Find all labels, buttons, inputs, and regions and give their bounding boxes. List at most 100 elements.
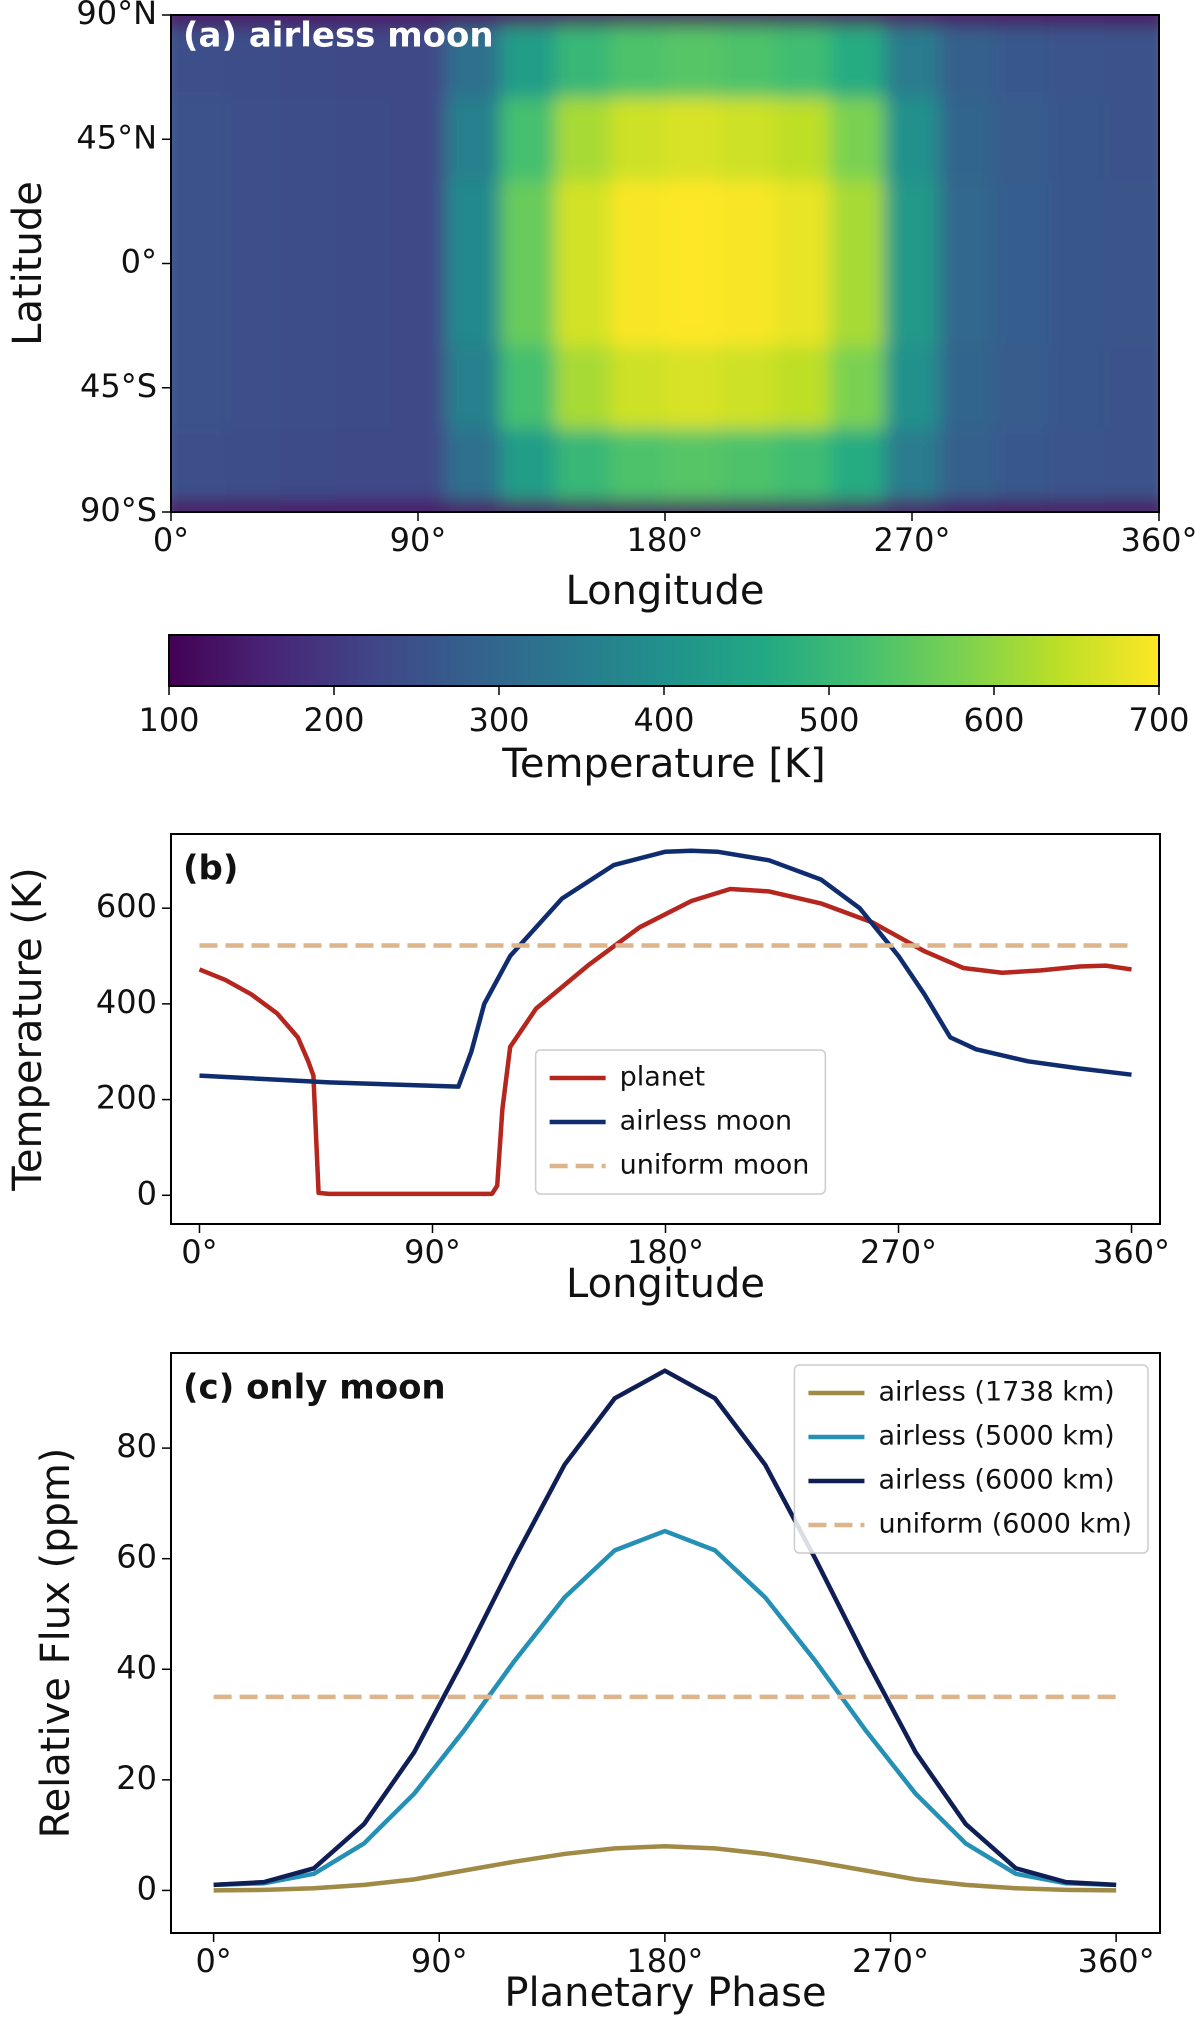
x-tick-label: 360° <box>1120 521 1197 559</box>
heatmap-cell <box>719 500 776 512</box>
heatmap-cell <box>939 180 995 264</box>
x-tick-label: 90° <box>404 1233 461 1271</box>
heatmap-cell <box>939 26 995 99</box>
x-axis-label: Longitude <box>566 1261 765 1307</box>
heatmap-cell <box>884 180 940 264</box>
x-tick-label: 360° <box>1078 1942 1155 1980</box>
heatmap-cell <box>500 26 556 99</box>
x-tick-label: 270° <box>852 1942 929 1980</box>
heatmap-cell <box>829 15 886 27</box>
heatmap-cell <box>610 26 666 99</box>
y-tick-label: 90°S <box>80 491 157 529</box>
x-tick-label: 0° <box>181 1233 217 1271</box>
x-axis-label: Planetary Phase <box>504 1970 826 2016</box>
y-tick-label: 40 <box>116 1648 157 1686</box>
heatmap-cell <box>884 97 940 182</box>
heatmap-cell <box>171 180 227 264</box>
heatmap-cell <box>280 26 337 99</box>
heatmap-cell <box>719 97 776 182</box>
legend-label: airless (1738 km) <box>878 1377 1114 1408</box>
heatmap-cell <box>555 263 611 347</box>
x-tick-label: 270° <box>873 521 950 559</box>
line-series <box>213 1368 1117 1888</box>
heatmap-cell <box>1104 263 1159 347</box>
heatmap-cell <box>390 180 446 264</box>
heatmap-cell <box>280 15 337 27</box>
heatmap-cell <box>719 263 776 347</box>
heatmap-cell <box>774 500 831 512</box>
heatmap-cell <box>500 15 556 27</box>
heatmap-cell <box>225 346 282 430</box>
heatmap-cell <box>335 15 392 27</box>
heatmap-cell <box>1049 26 1105 99</box>
heatmap-cell <box>445 180 501 264</box>
line-series <box>213 1528 1117 1888</box>
heatmap-cell <box>445 346 501 430</box>
heatmap-cell <box>829 180 886 264</box>
legend-box <box>793 1364 1149 1554</box>
heatmap-cell <box>500 180 556 264</box>
heatmap-cell <box>500 97 556 182</box>
heatmap-cell <box>884 346 940 430</box>
heatmap-cell <box>555 346 611 430</box>
heatmap-cell <box>610 429 666 502</box>
heatmap-cell <box>500 346 556 430</box>
heatmap-cell <box>665 346 721 430</box>
x-tick-label: 90° <box>390 521 447 559</box>
heatmap-cell <box>665 263 721 347</box>
heatmap-cell <box>884 26 940 99</box>
y-tick-label: 0 <box>137 1174 157 1212</box>
heatmap-cell <box>171 15 227 27</box>
heatmap-cell <box>280 346 337 430</box>
legend-label: airless (5000 km) <box>878 1421 1114 1452</box>
legend-box <box>534 1049 827 1195</box>
heatmap-cell <box>994 429 1050 502</box>
heatmap-cell <box>610 346 666 430</box>
heatmap-cell <box>1049 180 1105 264</box>
heatmap-cell <box>665 500 721 512</box>
heatmap-cell <box>1104 500 1159 512</box>
y-axis-label: Temperature (K) <box>5 867 51 1192</box>
heatmap-cell <box>1104 97 1159 182</box>
heatmap-cell <box>555 26 611 99</box>
heatmap-cell <box>665 26 721 99</box>
colorbar-tick-label: 700 <box>1128 701 1189 739</box>
heatmap-cell <box>555 15 611 27</box>
x-tick-label: 90° <box>411 1942 468 1980</box>
heatmap-cell <box>1104 429 1159 502</box>
heatmap-cell <box>939 346 995 430</box>
legend: planet airless moon uniform moon <box>534 1049 827 1195</box>
heatmap <box>171 15 1159 512</box>
heatmap-cell <box>610 180 666 264</box>
heatmap-cell <box>555 500 611 512</box>
heatmap-cell <box>390 346 446 430</box>
heatmap-cell <box>335 346 392 430</box>
heatmap-cell <box>225 26 282 99</box>
heatmap-cell <box>335 500 392 512</box>
heatmap-cell <box>719 346 776 430</box>
heatmap-cell <box>225 263 282 347</box>
heatmap-cell <box>335 26 392 99</box>
heatmap-cell <box>939 97 995 182</box>
y-tick-label: 90°N <box>76 0 157 32</box>
heatmap-cell <box>829 429 886 502</box>
heatmap-cell <box>171 429 227 502</box>
heatmap-cell <box>390 15 446 27</box>
heatmap-cell <box>390 500 446 512</box>
heatmap-cell <box>280 180 337 264</box>
heatmap-cell <box>939 500 995 512</box>
heatmap-cell <box>1049 346 1105 430</box>
heatmap-cell <box>829 263 886 347</box>
y-tick-label: 60 <box>116 1538 157 1576</box>
y-tick-label: 80 <box>116 1427 157 1465</box>
colorbar-tick-label: 500 <box>798 701 859 739</box>
heatmap-cell <box>939 429 995 502</box>
heatmap-cell <box>1049 97 1105 182</box>
heatmap-cell <box>939 263 995 347</box>
line-series <box>199 848 1132 1089</box>
heatmap-cell <box>445 15 501 27</box>
y-tick-label: 200 <box>96 1079 157 1117</box>
heatmap-cell <box>225 429 282 502</box>
heatmap-cell <box>390 429 446 502</box>
heatmap-cell <box>445 429 501 502</box>
